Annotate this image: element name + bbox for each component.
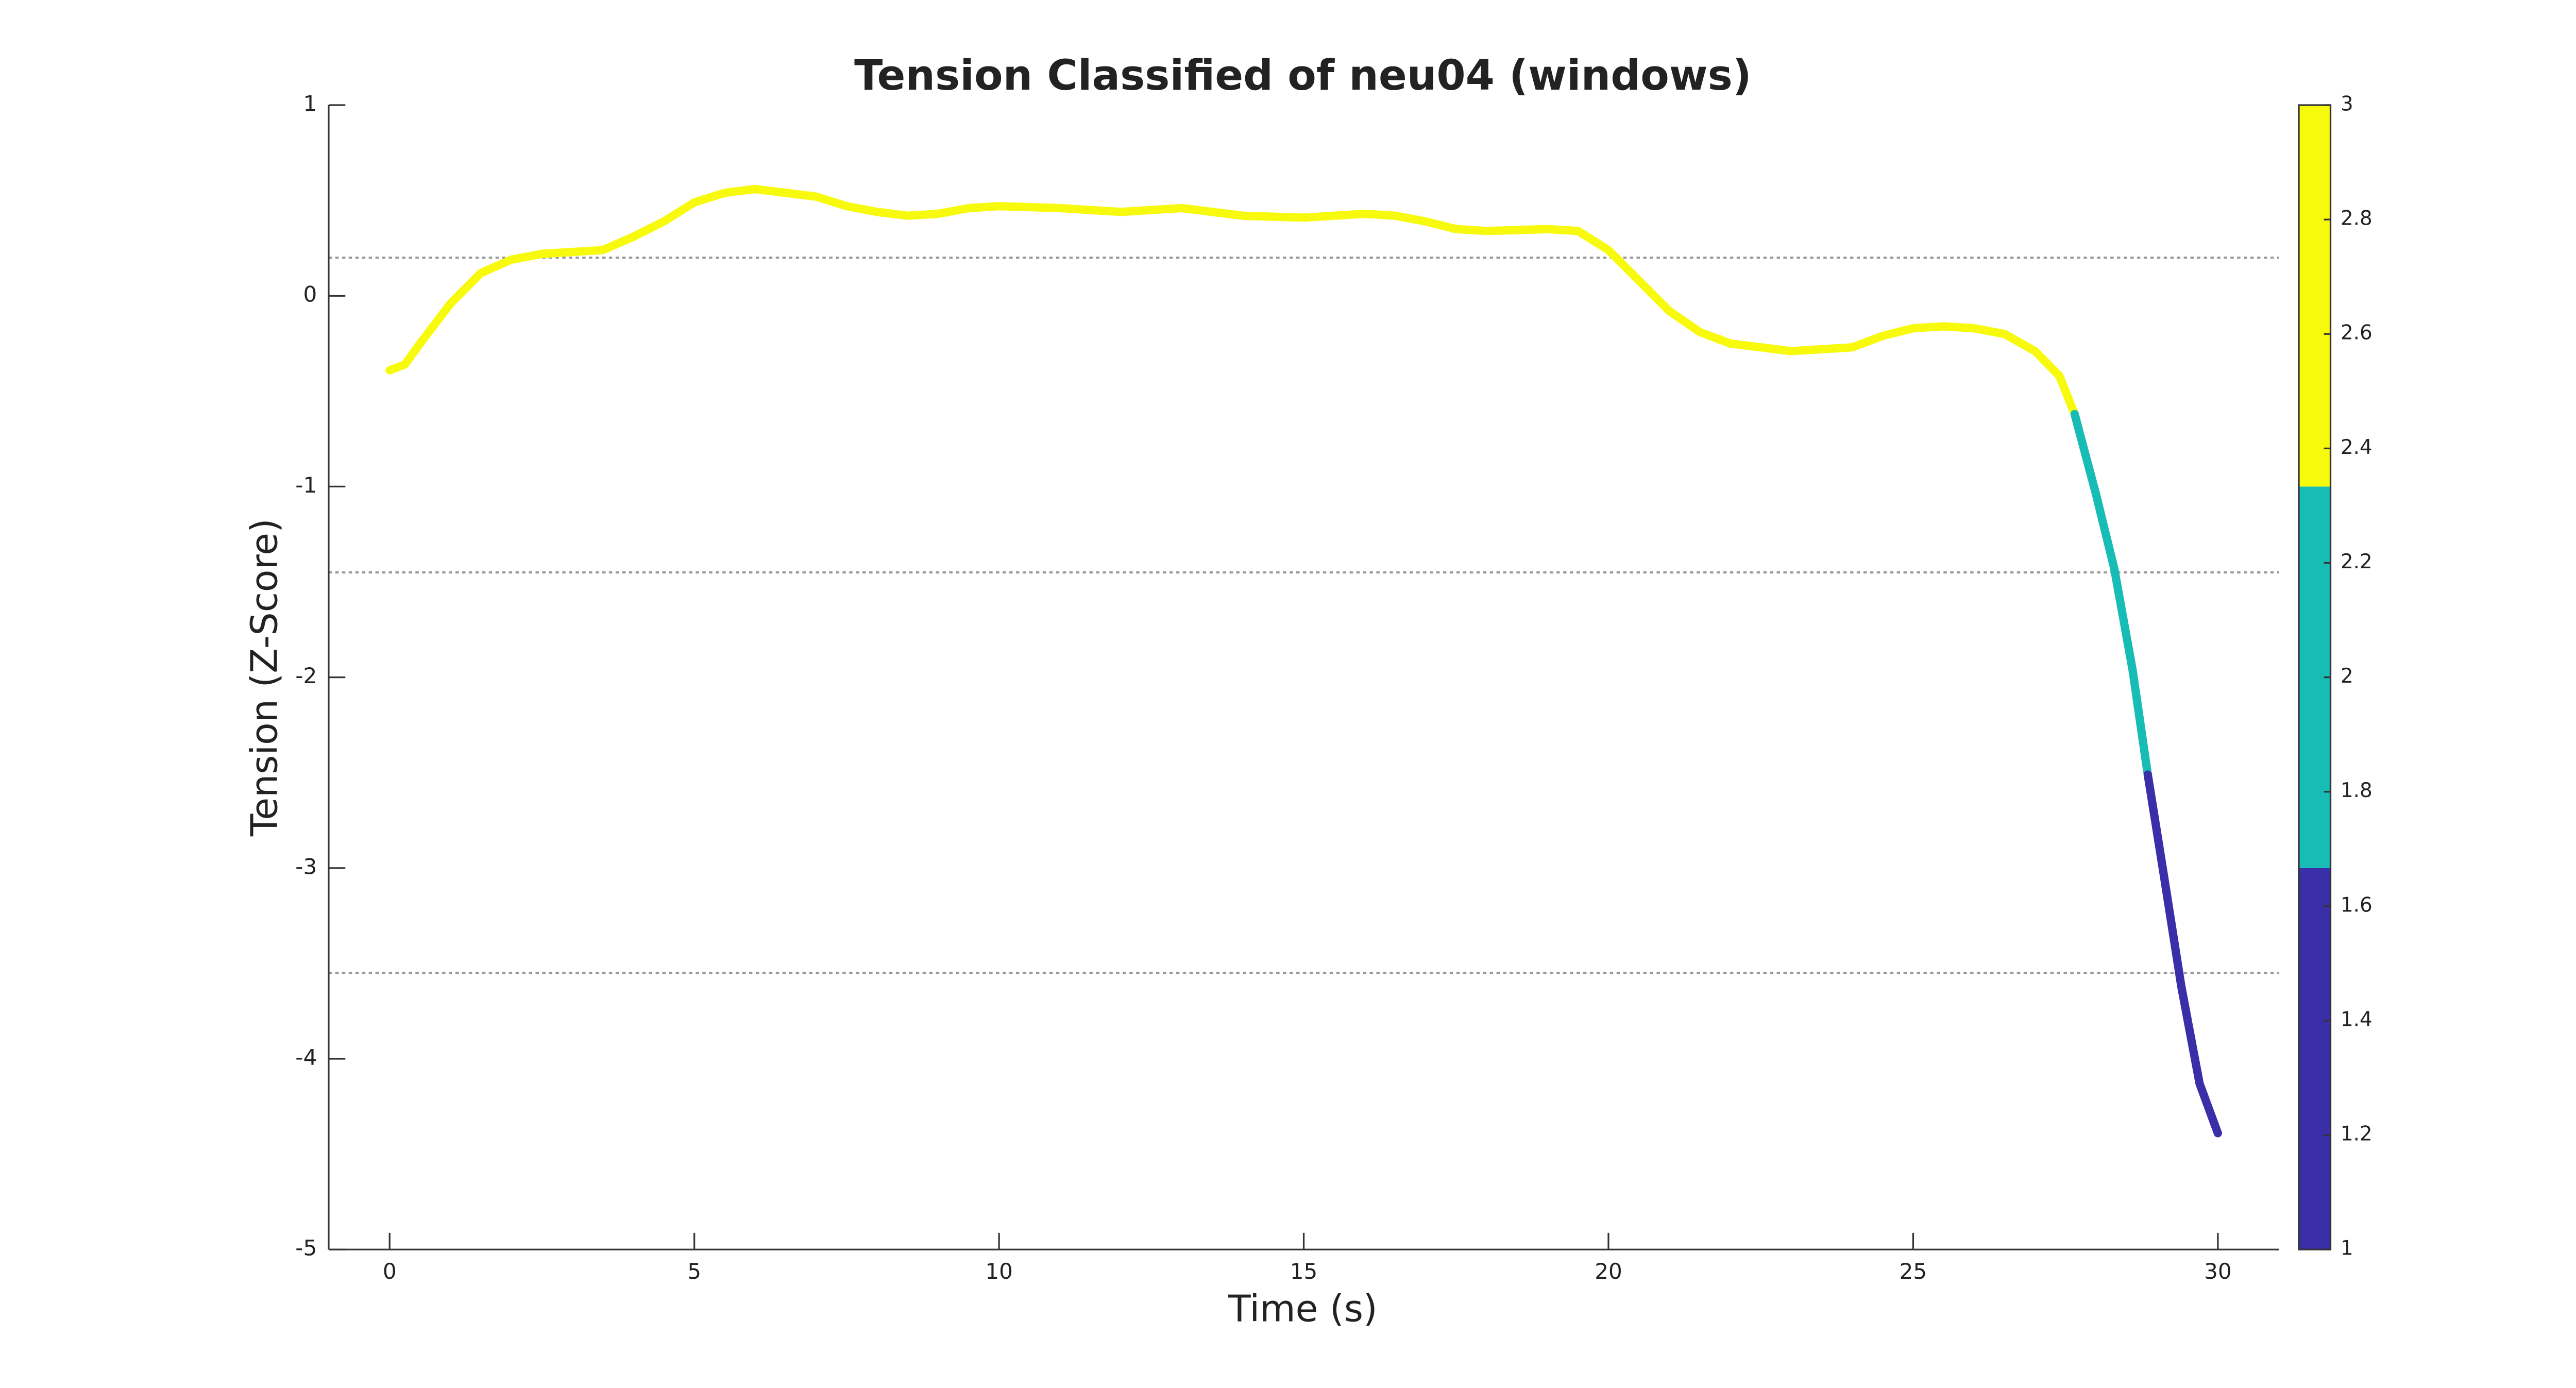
x-tick-label: 5 [687, 1259, 701, 1284]
colorbar-tick-label: 2.4 [2341, 436, 2372, 459]
y-tick-label: -1 [295, 472, 317, 498]
y-tick-label: -5 [295, 1235, 317, 1261]
x-tick-label: 20 [1595, 1259, 1622, 1284]
colorbar-tick-label: 2.2 [2341, 550, 2372, 573]
colorbar-tick-label: 1 [2341, 1237, 2353, 1260]
y-tick-label: -2 [295, 663, 317, 688]
colorbar-tick-label: 1.4 [2341, 1008, 2372, 1031]
x-axis-label: Time (s) [1228, 1288, 1378, 1330]
colorbar-tick-label: 3 [2341, 92, 2353, 115]
colorbar-tick-label: 1.8 [2341, 779, 2372, 802]
series-line [385, 184, 2079, 418]
y-tick-label: -4 [295, 1045, 317, 1070]
colorbar-tick-label: 2 [2341, 665, 2353, 688]
y-tick-label: 0 [303, 282, 317, 307]
colorbar-band [2299, 105, 2331, 487]
y-tick-label: -3 [295, 854, 317, 879]
colorbar-tick-label: 1.6 [2341, 893, 2372, 917]
series-line [2070, 410, 2152, 779]
colorbar-tick-label: 2.8 [2341, 207, 2372, 230]
x-tick-label: 10 [985, 1259, 1013, 1284]
colorbar-band [2299, 868, 2331, 1250]
y-tick-label: 1 [303, 91, 317, 116]
x-tick-label: 0 [383, 1259, 397, 1284]
x-tick-label: 30 [2204, 1259, 2232, 1284]
colorbar-tick-label: 2.6 [2341, 321, 2372, 345]
chart-title: Tension Classified of neu04 (windows) [854, 52, 1752, 100]
x-tick-label: 15 [1290, 1259, 1318, 1284]
x-tick-label: 25 [1900, 1259, 1927, 1284]
colorbar-tick-label: 1.2 [2341, 1123, 2372, 1146]
y-axis-label: Tension (Z-Score) [243, 518, 286, 837]
series-line [2143, 770, 2222, 1138]
